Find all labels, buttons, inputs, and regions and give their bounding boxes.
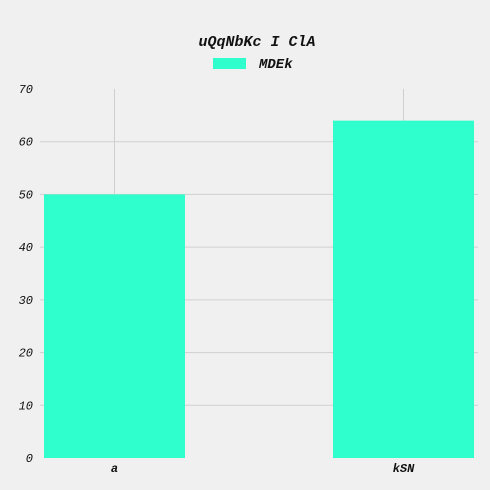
legend-swatch bbox=[213, 58, 246, 69]
y-tick-label: 0 bbox=[26, 452, 33, 466]
y-tick-label: 70 bbox=[19, 83, 33, 97]
y-tick-label: 60 bbox=[19, 136, 33, 150]
y-tick-label: 40 bbox=[19, 241, 33, 255]
x-tick-label: kSN bbox=[393, 462, 415, 476]
y-tick-label: 50 bbox=[19, 188, 33, 202]
legend: MDEk bbox=[213, 57, 293, 73]
y-tick-label: 30 bbox=[19, 294, 33, 308]
bar-kSN bbox=[333, 120, 474, 458]
y-tick-label: 10 bbox=[19, 399, 33, 413]
bar-a bbox=[44, 194, 185, 458]
tick-layer: 0 10 20 30 40 50 60 70 a kSN bbox=[19, 83, 416, 476]
x-tick-label: a bbox=[111, 462, 118, 476]
chart-title: uQqNbKc I ClA bbox=[198, 34, 315, 51]
legend-label: MDEk bbox=[258, 57, 293, 73]
y-tick-label: 20 bbox=[19, 347, 33, 361]
bar-layer bbox=[44, 120, 474, 458]
